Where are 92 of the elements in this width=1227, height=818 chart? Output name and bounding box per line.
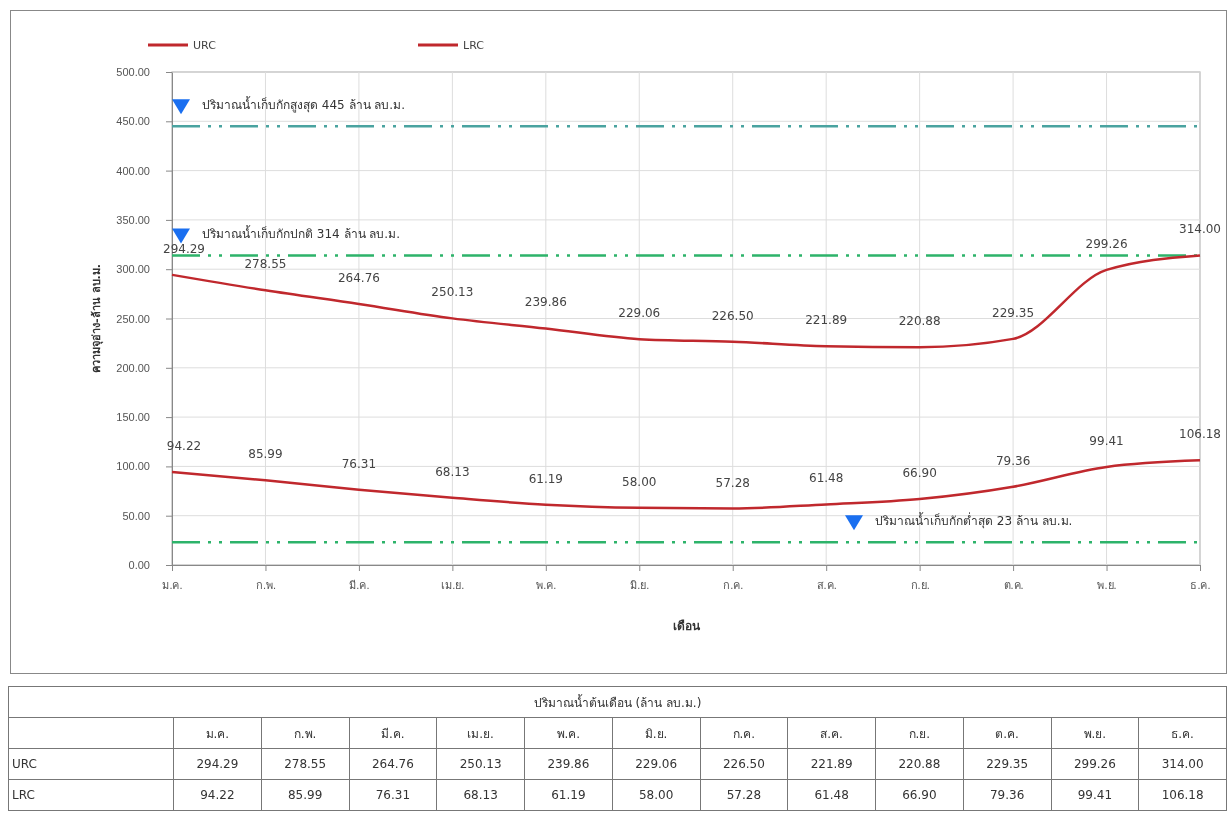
data-label: 229.06 <box>612 748 700 780</box>
x-tick-label: เม.ย. <box>441 578 465 591</box>
data-label: 61.19 <box>524 779 613 811</box>
text: 239.86 <box>524 295 567 310</box>
legend-label: URC <box>193 39 217 52</box>
text: 226.50 <box>711 308 754 323</box>
text: 106.18 <box>1179 427 1221 442</box>
text: URC <box>12 757 37 771</box>
data-label: 61.48 <box>787 779 876 811</box>
y-tick-label: 0.00 <box>128 559 150 572</box>
line-series <box>170 254 1202 349</box>
category-label: ต.ค. <box>995 726 1019 741</box>
category-label: มิ.ย. <box>644 726 668 741</box>
text: 278.55 <box>244 257 287 272</box>
data-label: 299.26 <box>1051 748 1139 780</box>
data-label: 229.35 <box>963 748 1051 780</box>
x-tick-label: มี.ค. <box>349 578 370 591</box>
category-label: มี.ค. <box>381 726 405 741</box>
data-label: 221.89 <box>787 748 876 780</box>
data-label: 58.00 <box>612 779 700 811</box>
data-label: 250.13 <box>436 748 525 780</box>
category-label: พ.ค. <box>556 726 581 741</box>
text: 57.28 <box>715 475 750 490</box>
text: 250.13 <box>431 285 474 300</box>
legend-label: LRC <box>463 39 485 52</box>
data-label: 68.13 <box>436 779 525 811</box>
text: 76.31 <box>341 456 377 471</box>
y-tick-label: 300.00 <box>116 263 150 276</box>
text: 58.00 <box>622 474 657 489</box>
x-axis-title: เดือน <box>672 619 701 633</box>
x-tick-label: มิ.ย. <box>630 578 650 591</box>
y-tick-label: 200.00 <box>116 361 150 374</box>
y-tick-label: 150.00 <box>116 411 150 424</box>
category-label: ม.ค. <box>205 726 230 741</box>
data-label: 278.55 <box>261 748 349 780</box>
category-label: พ.ย. <box>1083 726 1107 741</box>
text: 99.41 <box>1089 433 1124 448</box>
data-label: 79.36 <box>963 779 1051 811</box>
data-label: 66.90 <box>875 779 964 811</box>
data-label: 226.50 <box>700 748 788 780</box>
text: 221.89 <box>805 313 848 328</box>
ref-line-label: ปริมาณน้ำเก็บกักปกติ 314 ล้าน ลบ.ม. <box>202 225 400 242</box>
y-tick-label: 450.00 <box>116 115 150 128</box>
x-tick-label: ธ.ค. <box>1190 578 1211 591</box>
y-tick-label: 250.00 <box>116 312 150 325</box>
text: 85.99 <box>248 447 283 462</box>
data-label: 76.31 <box>349 779 437 811</box>
x-tick-label: ก.ย. <box>910 578 930 591</box>
y-tick-label: 500.00 <box>116 66 150 79</box>
category-label: ส.ค. <box>820 726 843 741</box>
text: 61.19 <box>528 471 563 486</box>
x-tick-label: ส.ค. <box>816 578 837 591</box>
x-tick-label: พ.ย. <box>1097 578 1117 591</box>
text: LRC <box>12 788 35 802</box>
data-label: 294.29 <box>173 748 262 780</box>
text: 314.00 <box>1179 222 1221 237</box>
y-axis-title: ความจุอ่าง-ล้าน ลบ.ม. <box>90 264 104 373</box>
y-tick-label: 100.00 <box>116 460 150 473</box>
text: 66.90 <box>902 466 937 481</box>
text: 220.88 <box>898 314 941 329</box>
x-tick-label: ก.พ. <box>255 578 277 591</box>
data-label: 85.99 <box>261 779 349 811</box>
category-label: ก.ย. <box>908 726 931 741</box>
text: 79.36 <box>995 453 1031 468</box>
data-label: 314.00 <box>1138 748 1227 780</box>
text: ปริมาณน้ำต้นเดือน (ล้าน ลบ.ม.) <box>8 686 1227 718</box>
category-label: ก.พ. <box>293 726 317 741</box>
data-label: 106.18 <box>1138 779 1227 811</box>
data-label: 239.86 <box>524 748 613 780</box>
text: 264.76 <box>337 270 380 285</box>
data-label: 94.22 <box>173 779 262 811</box>
y-tick-label: 350.00 <box>116 213 150 226</box>
category-label: เม.ย. <box>467 726 494 741</box>
text: 229.06 <box>618 306 661 321</box>
y-tick-label: 50.00 <box>122 509 150 522</box>
text: 68.13 <box>435 464 470 479</box>
data-label: 57.28 <box>700 779 788 811</box>
category-label: ธ.ค. <box>1171 726 1194 741</box>
category-label: ก.ค. <box>732 726 756 741</box>
x-tick-label: พ.ค. <box>536 578 557 591</box>
x-tick-label: ก.ค. <box>723 578 744 591</box>
data-label: 99.41 <box>1051 779 1139 811</box>
x-tick-label: ต.ค. <box>1003 578 1024 591</box>
data-label: 264.76 <box>349 748 437 780</box>
data-label: 220.88 <box>875 748 964 780</box>
x-tick-label: ม.ค. <box>162 578 183 591</box>
ref-line-label: ปริมาณน้ำเก็บกักสูงสุด 445 ล้าน ลบ.ม. <box>202 96 405 114</box>
y-tick-label: 400.00 <box>116 164 150 177</box>
text: 229.35 <box>992 305 1035 320</box>
ref-line-label: ปริมาณน้ำเก็บกักต่ำสุด 23 ล้าน ลบ.ม. <box>875 512 1073 530</box>
text: 299.26 <box>1085 236 1128 251</box>
text: 61.48 <box>809 471 844 486</box>
